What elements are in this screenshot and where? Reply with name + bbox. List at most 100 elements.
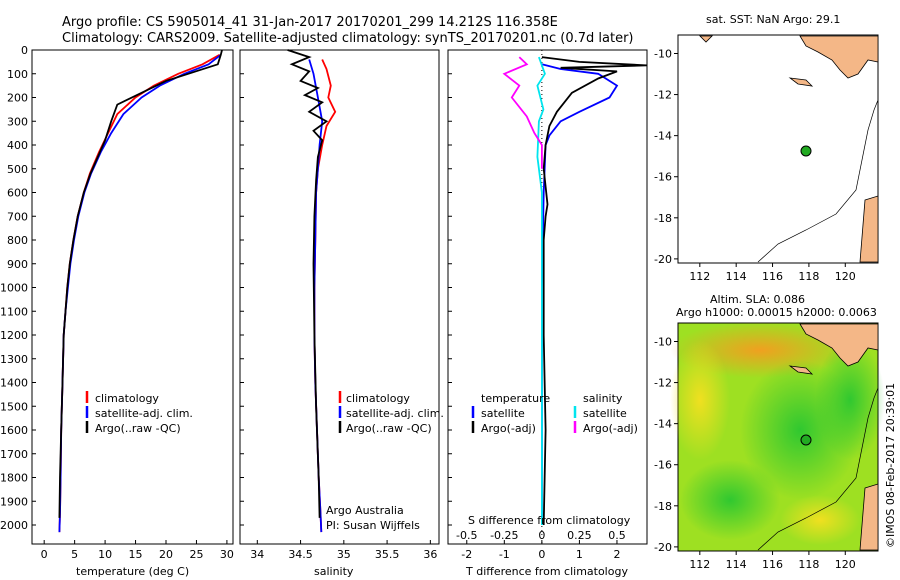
salinity-note-pi: PI: Susan Wijffels [326,519,420,532]
legend-label-climatology: climatology [346,392,410,405]
x-tick-label: -2 [461,548,472,561]
depth-tick-label: 100 [7,68,28,81]
x-tick-label: 25 [189,548,203,561]
series-line-satellite [541,63,619,525]
lon-tick-label: 116 [762,270,783,283]
map1-land-left-top [699,35,713,43]
lon-tick-label: 112 [689,270,710,283]
depth-tick-label: 1000 [0,282,28,295]
depth-tick-label: 500 [7,163,28,176]
map2-high-west [670,340,730,460]
depth-tick-label: 800 [7,234,28,247]
depth-tick-label: 1100 [0,305,28,318]
temperature-legend: climatology satellite-adj. clim. Argo(..… [85,391,193,435]
depth-tick-label: 300 [7,115,28,128]
map2-land-island [788,365,814,375]
legend-title-salinity: salinity [583,392,623,405]
x-tick-label: 10 [98,548,112,561]
depth-tick-label: 1700 [0,448,28,461]
map2-low-south [680,460,780,540]
series-line-argo-adj- [541,56,648,526]
salinity-xlabel: salinity [314,565,354,578]
map1-title: sat. SST: NaN Argo: 29.1 [706,13,840,26]
depth-tick-label: 600 [7,187,28,200]
salinity-plot [287,49,337,533]
map2-low-east [815,340,885,460]
x-tick-label: 30 [220,548,234,561]
difference-x-ticks: -2 -1 0 1 2 -0.5 -0.25 0 0.25 0.5 [456,529,626,561]
depth-tick-label: 1200 [0,329,28,342]
depth-tick-label: 1800 [0,472,28,485]
figure-title-line2: Climatology: CARS2009. Satellite-adjuste… [62,31,634,46]
series-line-salinity-argo-adj- [502,56,543,169]
temperature-panel-frame [31,49,234,545]
lon-tick-label: 114 [726,558,747,571]
depth-tick-label: 1600 [0,424,28,437]
difference-panel-frame [447,49,648,545]
legend-label-climatology: climatology [95,392,159,405]
x-tick-label: 35.5 [375,548,400,561]
depth-tick-label: 1500 [0,400,28,413]
lon-tick-label: 118 [798,270,819,283]
x-tick-label: 2 [613,548,620,561]
x-tick-label: 1 [576,548,583,561]
legend-label-satellite: satellite-adj. clim. [95,407,193,420]
x-tick-label: -1 [499,548,510,561]
lat-tick-label: -12 [654,89,672,102]
map2-argo-marker [800,434,812,446]
depth-tick-label: 200 [7,92,28,105]
salinity-legend: climatology satellite-adj. clim. Argo(..… [338,391,444,435]
lat-tick-label: -16 [654,171,672,184]
lon-tick-label: 118 [798,558,819,571]
map2-ticks: -10 -12 -14 -16 -18 -20 112 114 116 118 120 [654,335,856,571]
x-tick-label: 34 [250,548,264,561]
depth-tick-label: 900 [7,258,28,271]
series-line-argo-raw-qc- [287,49,329,518]
x-tick-label: 5 [71,548,78,561]
map2-title-line2: Argo h1000: 0.00015 h2000: 0.0063 [676,306,877,319]
legend-label-temp-argo: Argo(-adj) [481,422,536,435]
series-line-salinity-satellite [536,56,546,525]
lat-tick-label: -20 [654,253,672,266]
lon-tick-label: 116 [762,558,783,571]
x-tick-label: 15 [129,548,143,561]
difference-plot [502,50,648,544]
map1-land-island [788,77,814,87]
map1: -10 -12 -14 -16 -18 -20 112 114 116 118 120 [654,34,879,283]
map1-land-right [859,195,879,263]
x-tick-label: 20 [159,548,173,561]
legend-label-satellite: satellite-adj. clim. [346,407,444,420]
lat-tick-label: -10 [654,47,672,60]
lat-tick-label: -20 [654,541,672,554]
depth-tick-label: 700 [7,210,28,223]
lon-tick-label: 114 [726,270,747,283]
legend-label-argo: Argo(..raw -QC) [95,422,181,435]
depth-tick-label: 2000 [0,519,28,532]
lat-tick-label: -18 [654,500,672,513]
s-tick-label: 0.25 [567,529,592,542]
lat-tick-label: -14 [654,418,672,431]
depth-tick-labels: 0 100 200 300 400 500 600 700 800 900 1000 1100 1200… [0,44,452,532]
map2: -10 -12 -14 -16 -18 -20 112 114 116 118 120 [654,322,885,571]
legend-label-sal-satellite: satellite [583,407,627,420]
x-tick-label: 34.5 [288,548,313,561]
difference-legend: temperature salinity satellite satellite… [471,392,638,435]
depth-tick-label: 1900 [0,495,28,508]
x-tick-label: 0 [538,548,545,561]
figure-title-line1: Argo profile: CS 5905014_41 31-Jan-2017 … [62,15,558,30]
difference-xlabel: T difference from climatology [465,565,628,578]
s-tick-label: 0.5 [608,529,626,542]
map2-high-south [780,495,860,545]
depth-tick-label: 1300 [0,353,28,366]
lon-tick-label: 120 [835,270,856,283]
lat-tick-label: -12 [654,377,672,390]
copyright-label: ©IMOS 08-Feb-2017 20:39:01 [884,383,897,548]
difference-top-label: S difference from climatology [468,514,631,527]
map2-land-top [799,323,879,367]
salinity-panel-frame [239,49,440,545]
series-line-satellite-adj-clim- [308,59,324,533]
legend-label-argo: Argo(..raw -QC) [346,422,432,435]
s-tick-label: -0.5 [456,529,477,542]
map1-argo-marker [800,145,812,157]
